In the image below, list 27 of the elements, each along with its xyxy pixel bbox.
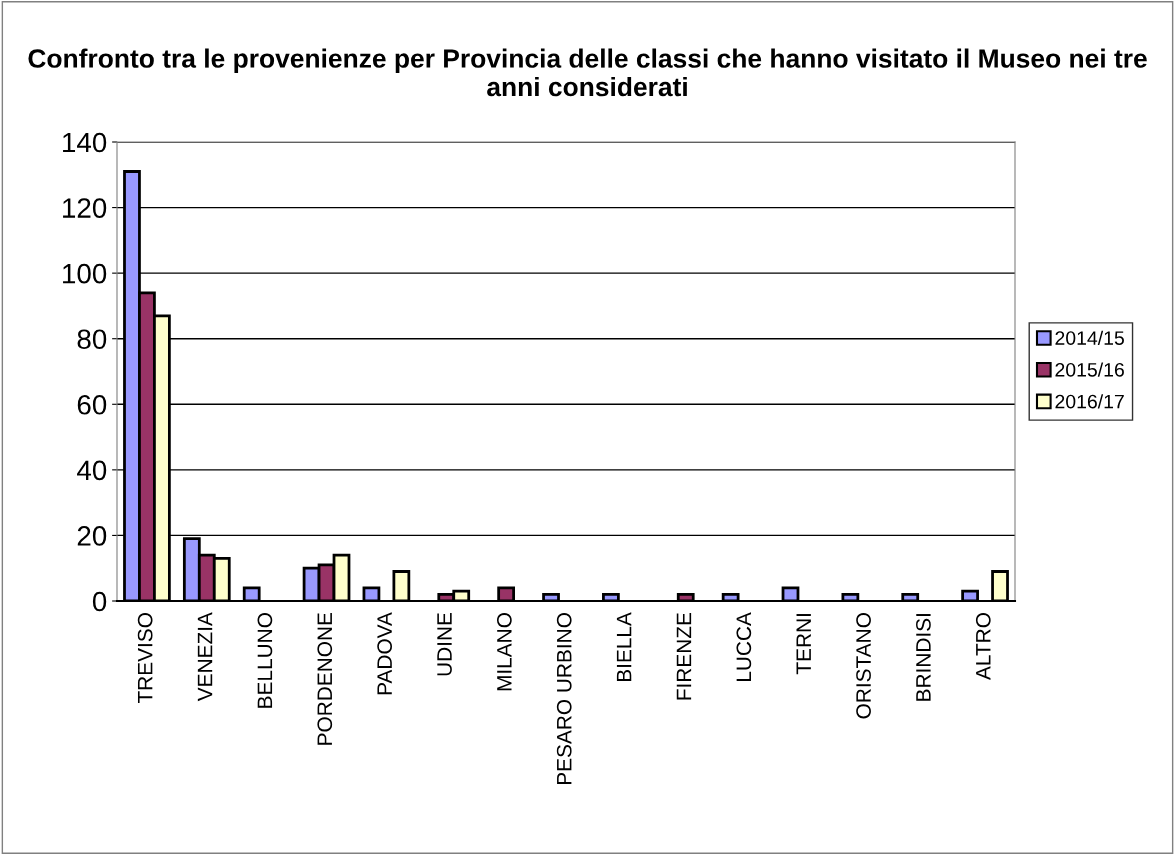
y-tick-label: 40 xyxy=(77,460,107,481)
chart-title: Confronto tra le provenienze per Provincia delle classi che hanno visitato il Museo nei tre anni considerati xyxy=(28,48,1147,97)
x-tick-label: FIRENZE xyxy=(676,613,692,700)
legend-label: 2014/15 xyxy=(1055,330,1124,345)
y-tick-label: 140 xyxy=(63,132,107,153)
legend-label: 2016/17 xyxy=(1055,394,1124,409)
x-tick-label: PESARO URBINO xyxy=(556,613,572,785)
x-tick-label: MILANO xyxy=(496,613,512,691)
x-tick-label: BRINDISI xyxy=(916,614,931,701)
x-tick-label: BIELLA xyxy=(616,612,632,682)
x-tick-label: ORISTANO xyxy=(856,613,871,719)
x-tick-label: PADOVA xyxy=(377,612,392,695)
y-tick-label: 120 xyxy=(63,198,107,218)
x-tick-label: VENEZIA xyxy=(197,612,213,702)
x-tick-label: ALTRO xyxy=(975,613,991,680)
x-tick-label: PORDENONE xyxy=(317,613,333,745)
legend-label: 2015/16 xyxy=(1055,362,1124,377)
y-tick-label: 20 xyxy=(77,526,107,546)
x-tick-label: LUCCA xyxy=(736,612,752,682)
y-tick-label: 60 xyxy=(77,394,107,415)
x-tick-label: BELLUNO xyxy=(257,613,273,708)
y-tick-label: 0 xyxy=(92,591,107,612)
x-tick-label: TERNI xyxy=(796,614,811,675)
x-tick-label: UDINE xyxy=(437,613,452,676)
y-tick-label: 100 xyxy=(63,263,107,284)
x-tick-label: TREVISO xyxy=(137,613,153,704)
y-tick-label: 80 xyxy=(77,329,107,350)
